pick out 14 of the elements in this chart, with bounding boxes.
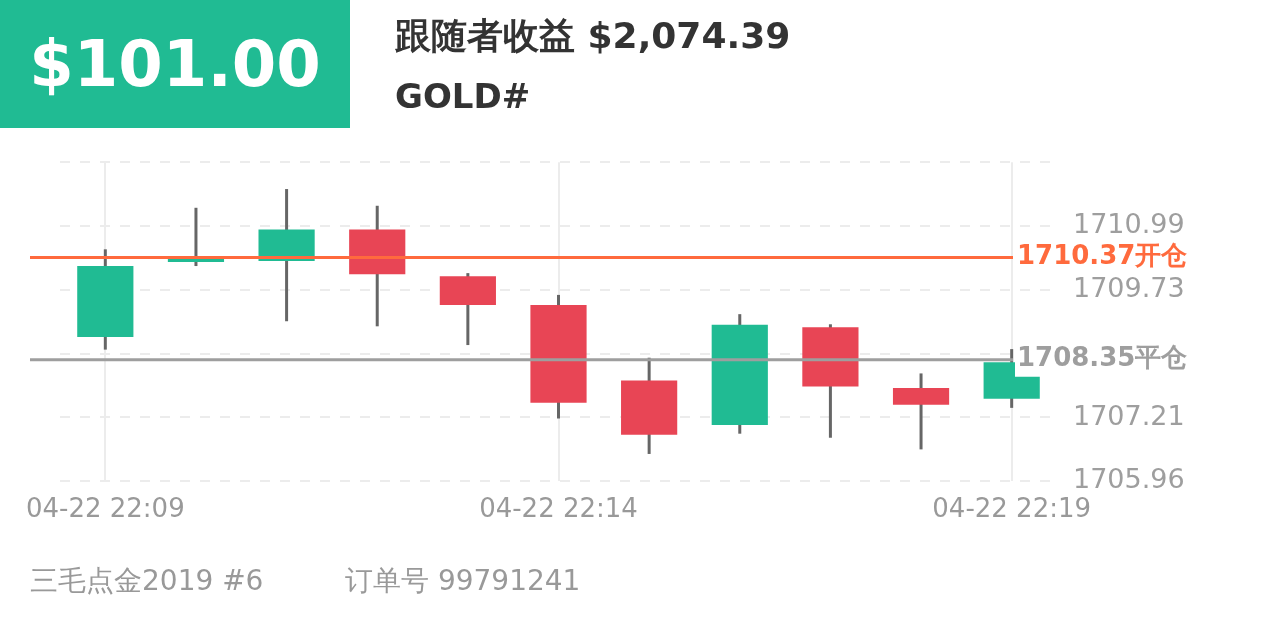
- text: 三毛点金2019 #6: [30, 563, 264, 599]
- y-tick-label: 1709.73: [1073, 271, 1185, 303]
- y-tick-label: 1710.99: [1073, 208, 1185, 240]
- x-tick-label: 04-22 22:09: [25, 493, 185, 524]
- text: $101.00: [0, 0, 350, 128]
- y-tick-label: 1707.21: [1073, 399, 1185, 431]
- x-tick-label: 04-22 22:19: [932, 493, 1092, 524]
- x-tick-label: 04-22 22:14: [479, 493, 638, 524]
- ref-line-label: 1710.37开仓: [1017, 240, 1188, 271]
- chart-subtitle: GOLD#: [395, 76, 531, 116]
- text: 订单号 99791241: [345, 563, 581, 599]
- ref-line-label: 1708.35平仓: [1017, 342, 1188, 373]
- y-tick-label: 1705.96: [1073, 462, 1185, 494]
- chart-title: 跟随者收益 $2,074.39: [395, 14, 791, 58]
